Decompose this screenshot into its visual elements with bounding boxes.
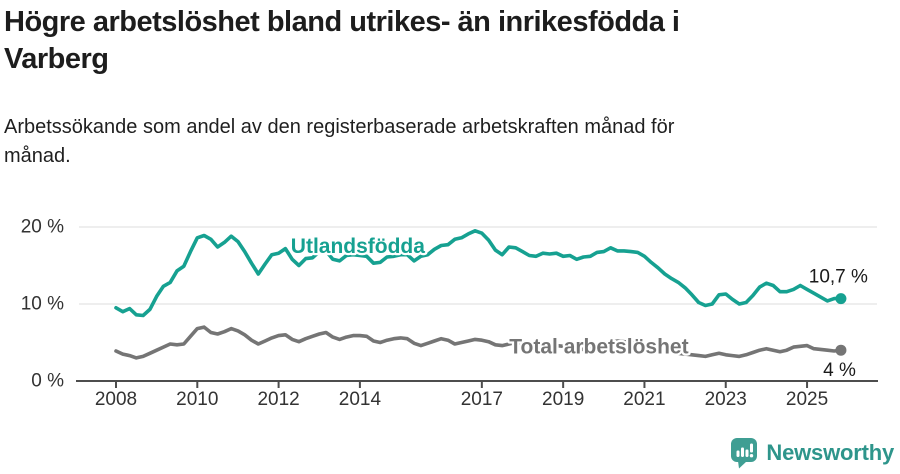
x-tick-label-2025: 2025 (786, 389, 828, 410)
x-tick-label-2023: 2023 (705, 389, 747, 410)
page-title: Högre arbetslöshet bland utrikes- än inr… (4, 4, 864, 78)
x-tick-label-2019: 2019 (542, 389, 584, 410)
x-tick-label-2021: 2021 (623, 389, 665, 410)
page-title-line1: Högre arbetslöshet bland utrikes- än inr… (4, 6, 680, 38)
end-dot-utlandsf-dda (835, 293, 847, 305)
newsworthy-logo-icon (731, 438, 758, 469)
x-tick-label-2008: 2008 (95, 389, 137, 410)
series-label-utlandsf-dda: Utlandsfödda (291, 235, 425, 258)
page-title-line2: Varberg (4, 43, 109, 75)
y-tick-label-10: 10 % (21, 294, 64, 315)
end-dot-total-arbetsl-shet (835, 344, 847, 356)
end-value-label-utlandsf-dda: 10,7 % (809, 267, 868, 288)
page-subtitle-line1: Arbetssökande som andel av den registerb… (4, 116, 675, 138)
series-label-total-arbetsl-shet: Total arbetslöshet (509, 336, 688, 359)
end-value-label-total-arbetsl-shet: 4 % (823, 360, 856, 381)
y-tick-label-0: 0 % (31, 371, 64, 392)
page-subtitle-line2: månad. (4, 145, 71, 167)
line-chart: 2008 2010 2012 2014 2017 2019 2021 2023 2025 0 % 1… (21, 217, 878, 410)
x-tick-label-2017: 2017 (461, 389, 503, 410)
series-line-utlandsf-dda (114, 228, 843, 318)
x-tick-label-2012: 2012 (257, 389, 299, 410)
brand-footer: Newsworthy (730, 437, 894, 469)
y-tick-label-20: 20 % (21, 217, 64, 238)
x-tick-label-2014: 2014 (339, 389, 382, 410)
page-subtitle: Arbetssökande som andel av den registerb… (4, 113, 864, 171)
x-tick-label-2010: 2010 (176, 389, 218, 410)
brand-name: Newsworthy (766, 440, 894, 465)
series-line-total-arbetsl-shet (114, 325, 843, 360)
